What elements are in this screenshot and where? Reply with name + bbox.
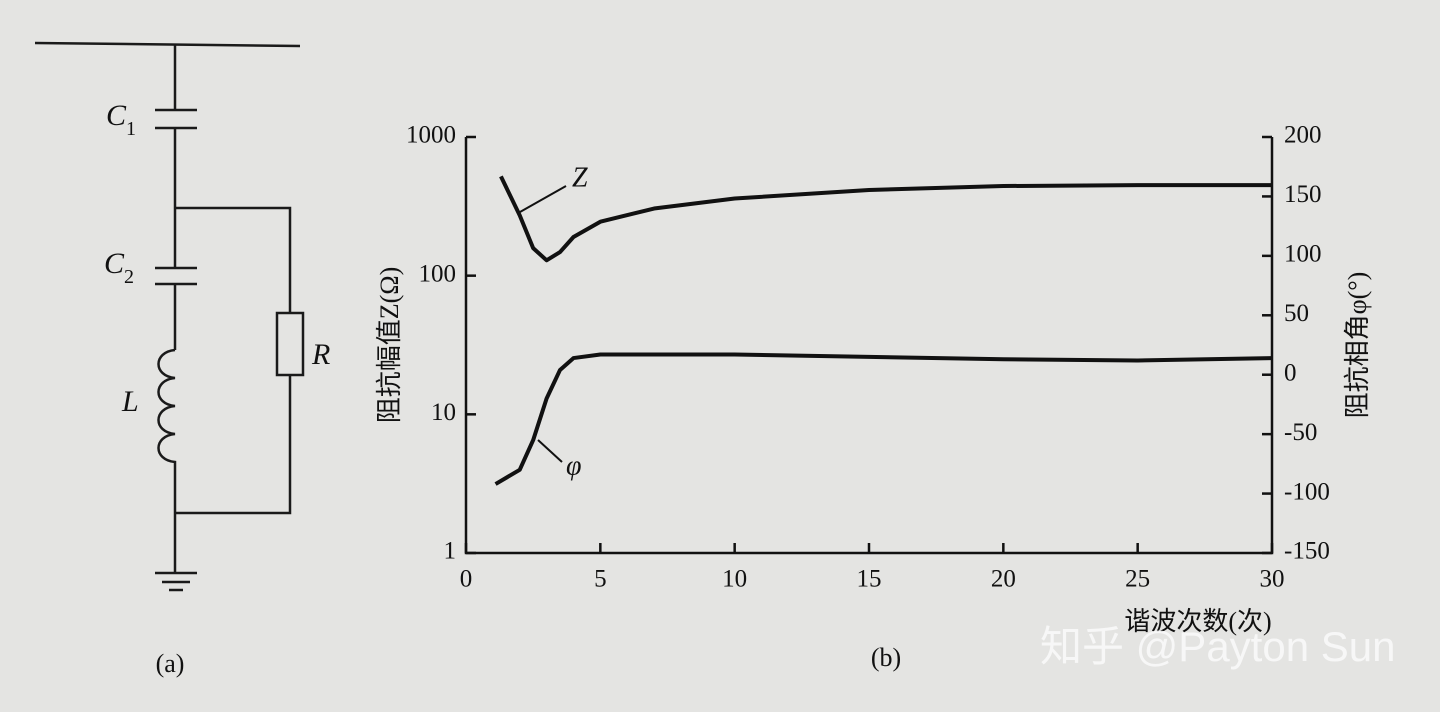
x-tick-label: 0 (460, 566, 473, 593)
y2-tick-label: 200 (1284, 122, 1322, 149)
y2-tick-label: -150 (1284, 538, 1330, 565)
x-axis-label: 谐波次数(次) (1124, 607, 1271, 636)
circuit: C1 C2 L R (a) (34, 41, 330, 678)
chart: 阻抗幅值Z(Ω) 阻抗相角φ(°) 谐波次数(次) (b) (375, 137, 1372, 672)
label-c2: C2 (104, 247, 134, 288)
x-tick-label: 20 (991, 566, 1016, 593)
resistor (275, 311, 305, 377)
label-r: R (311, 338, 330, 371)
y2-tick-label: 100 (1284, 241, 1322, 268)
label-c1: C1 (106, 99, 136, 140)
wire (175, 206, 292, 515)
annotation-leader (537, 439, 563, 463)
y-tick-label: 1 (444, 538, 457, 565)
caption-b: (b) (871, 643, 901, 672)
axis-frame (464, 137, 1274, 555)
series-label: φ (566, 450, 582, 481)
series-line (499, 175, 1272, 263)
x-tick-label: 30 (1260, 566, 1285, 593)
y2-tick-label: 150 (1284, 181, 1322, 208)
wire (155, 44, 197, 350)
caption-a: (a) (156, 649, 185, 678)
x-tick-label: 10 (722, 566, 747, 593)
y2-tick-label: 50 (1284, 300, 1309, 327)
y-tick-label: 10 (431, 399, 456, 426)
series-line (494, 352, 1273, 486)
x-tick-label: 25 (1125, 566, 1150, 593)
bus-bar (34, 41, 301, 48)
y2-tick-label: -100 (1284, 478, 1330, 505)
inductor (157, 348, 177, 573)
series-label: Z (572, 162, 588, 193)
y2-tick-label: 0 (1284, 359, 1297, 386)
y2-tick-label: -50 (1284, 419, 1317, 446)
y-tick-label: 1000 (406, 122, 456, 149)
y-tick-label: 100 (419, 260, 457, 287)
y-axis-label: 阻抗幅值Z(Ω) (375, 267, 404, 424)
x-tick-label: 5 (594, 566, 607, 593)
y2-axis-label: 阻抗相角φ(°) (1343, 272, 1372, 419)
annotation-leader (519, 185, 567, 213)
x-tick-label: 15 (857, 566, 882, 593)
label-l: L (121, 385, 139, 418)
watermark: 知乎 @Payton Sun (1040, 623, 1395, 670)
ground (155, 571, 197, 592)
